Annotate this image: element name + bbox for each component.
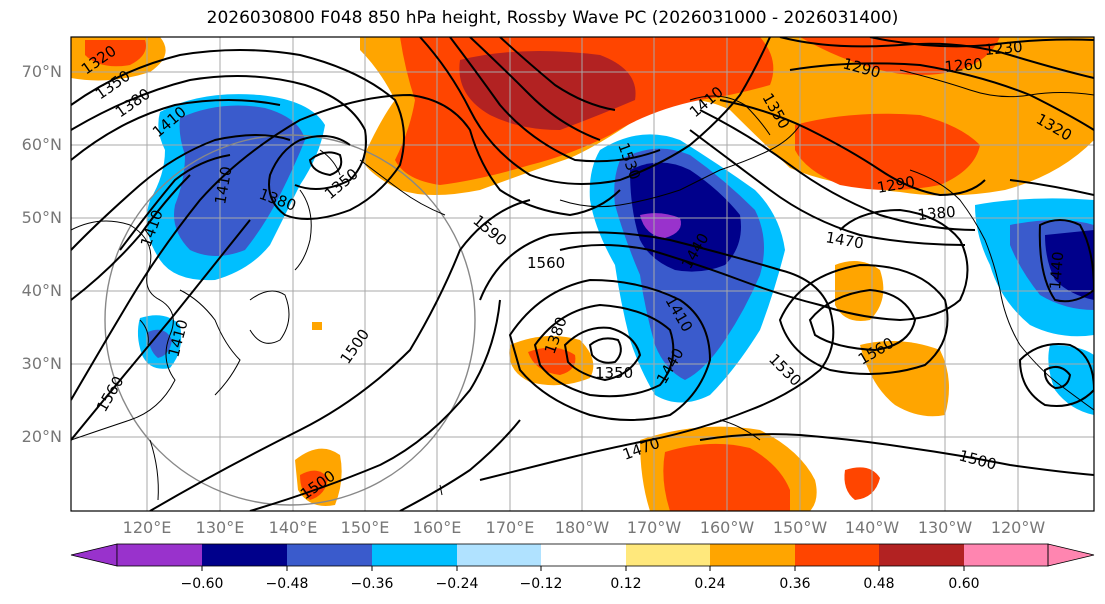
colorbar-bin [710,544,795,566]
shade-positive-dot [312,322,322,330]
colorbar-bin [202,544,287,566]
contour-label: 1230 [984,38,1024,59]
map-title: 2026030800 F048 850 hPa height, Rossby W… [206,8,899,28]
shade-negative-central-4 [640,213,681,238]
lat-label: 30°N [21,354,62,373]
shade-positive-east2 [860,341,949,417]
lon-label: 150°W [772,518,828,537]
shade-negative-central-3 [630,162,741,272]
map-panel: 1320 1350 1380 1410 1410 1380 1350 1410 … [71,37,1094,511]
lon-label: 120°E [122,518,172,537]
contour-label: 1440 [1046,251,1067,291]
shade-negative-east-max [1045,230,1094,300]
colorbar-tick-label: 0.60 [948,576,980,592]
colorbar-frame [116,543,1049,567]
colorbar-bin [117,544,202,566]
map-frame [70,36,1095,512]
shade-positive-hawaii-core [528,347,576,375]
lon-label: 140°E [268,518,318,537]
colorbar-tick-label: −0.48 [265,576,309,592]
colorbar-bin [287,544,372,566]
lon-label: 130°W [917,518,973,537]
colorbar-bin [372,544,457,566]
lon-label: 130°E [195,518,245,537]
shade-positive-nw-core [85,40,146,67]
coastlines [71,69,1094,501]
contour-label: 1260 [944,55,984,76]
lat-label: 70°N [21,62,62,81]
graticule [71,37,1094,511]
lon-label: 160°E [412,518,462,537]
lat-label: 50°N [21,208,62,227]
colorbar-tick-label: −0.36 [350,576,394,592]
colorbar-bin [457,544,541,566]
lon-label: 120°W [990,518,1046,537]
lon-label: 160°W [699,518,755,537]
colorbar-high-triangle [1047,543,1095,567]
colorbar-tick-label: 0.12 [610,576,642,592]
height-contours [71,37,1094,511]
shade-positive-tiny [844,467,880,500]
colorbar-tick-label: −0.24 [435,576,479,592]
shade-negative-se [1048,345,1094,415]
colorbar-bin [879,544,964,566]
shade-positive-ak [795,113,980,190]
lon-label: 150°E [340,518,390,537]
colorbar-tick-label: 0.48 [863,576,895,592]
lon-label: 170°E [485,518,535,537]
colorbar-bin [626,544,710,566]
colorbar-low-triangle [70,543,118,567]
contour-label: 1380 [917,203,957,224]
colorbar-bin [541,544,626,566]
colorbar-bin [795,544,879,566]
colorbar [70,543,1095,571]
colorbar-bin [964,544,1048,566]
colorbar-tick-label: −0.60 [180,576,224,592]
lon-label: 180°W [554,518,610,537]
lon-label: 140°W [844,518,900,537]
lat-label: 40°N [21,281,62,300]
colorbar-tick-label: −0.12 [519,576,563,592]
contour-label: 1560 [527,254,565,272]
lat-label: 60°N [21,135,62,154]
lat-label: 20°N [21,427,62,446]
contour-label: 1350 [595,364,633,382]
lon-label: 170°W [626,518,682,537]
colorbar-tick-label: 0.36 [779,576,811,592]
colorbar-tick-label: 0.24 [694,576,726,592]
reference-circle [104,134,476,506]
